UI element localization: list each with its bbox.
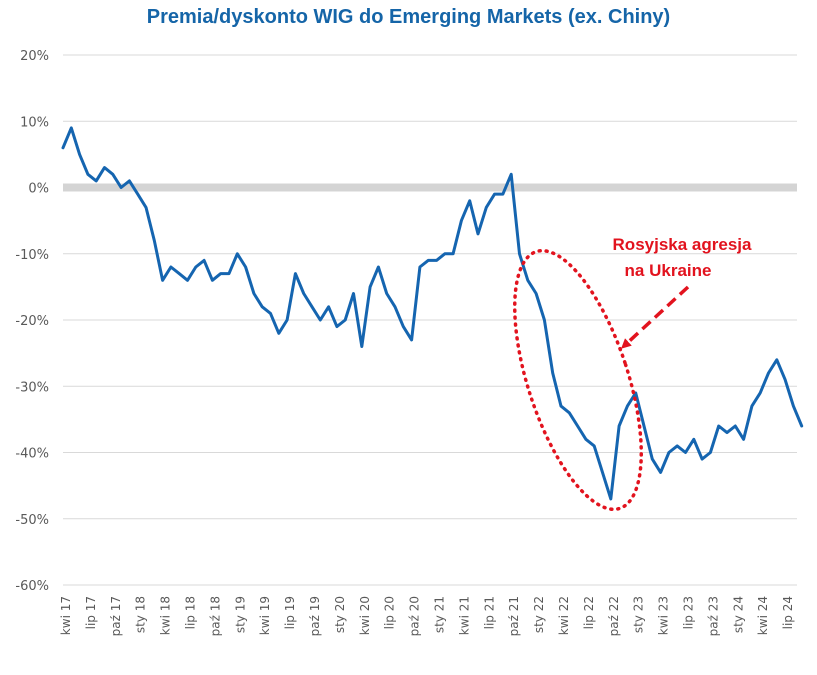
y-tick-label: -30% xyxy=(15,380,49,395)
y-tick-label: -10% xyxy=(15,248,49,263)
x-tick-label: kwi 23 xyxy=(657,596,671,635)
y-tick-label: -60% xyxy=(15,579,49,594)
x-tick-label: sty 18 xyxy=(134,596,148,633)
x-tick-label: lip 22 xyxy=(582,596,596,629)
gridlines xyxy=(63,54,797,586)
y-tick-label: 20% xyxy=(20,49,49,64)
x-tick-label: lip 18 xyxy=(184,596,198,629)
chart-title: Premia/dyskonto WIG do Emerging Markets … xyxy=(146,6,671,28)
x-tick-label: lip 17 xyxy=(84,596,98,629)
x-tick-label: paź 17 xyxy=(109,596,123,636)
y-tick-label: 10% xyxy=(20,115,49,130)
x-tick-label: kwi 24 xyxy=(756,596,770,635)
x-tick-label: lip 23 xyxy=(682,596,696,629)
x-tick-label: kwi 21 xyxy=(457,596,471,635)
annotation-layer: Rosyjska agresja na Ukraine xyxy=(512,235,752,512)
x-tick-label: kwi 19 xyxy=(258,596,272,635)
y-axis-ticks: 20% 10% 0% -10% -20% -30% -40% -50% -60% xyxy=(15,49,49,594)
y-tick-label: -40% xyxy=(15,447,49,462)
x-tick-label: paź 22 xyxy=(607,596,621,636)
series-line xyxy=(61,126,804,501)
x-tick-label: lip 24 xyxy=(781,596,795,629)
x-tick-label: lip 19 xyxy=(283,596,297,629)
annotation-text-line2: na Ukraine xyxy=(625,261,712,280)
x-tick-label: sty 23 xyxy=(632,596,646,633)
x-tick-label: paź 19 xyxy=(308,596,322,636)
x-tick-label: kwi 18 xyxy=(159,596,173,635)
annotation-arrow xyxy=(621,285,690,349)
series-layer xyxy=(61,126,804,501)
x-tick-label: sty 20 xyxy=(333,596,347,633)
zero-band-rect xyxy=(63,183,797,192)
x-tick-label: paź 20 xyxy=(408,596,422,636)
x-tick-label: paź 23 xyxy=(706,596,720,636)
annotation-ellipse xyxy=(512,248,644,512)
x-tick-label: sty 22 xyxy=(532,596,546,633)
x-tick-label: lip 21 xyxy=(482,596,496,629)
x-tick-label: lip 20 xyxy=(383,596,397,629)
annotation-text-line1: Rosyjska agresja xyxy=(613,235,752,254)
x-tick-label: kwi 17 xyxy=(59,596,73,635)
zero-band xyxy=(63,183,797,192)
x-tick-label: kwi 20 xyxy=(358,596,372,635)
x-axis-ticks: kwi 17 lip 17 paź 17 sty 18 kwi 18 lip 18 paź … xyxy=(59,596,795,636)
x-tick-label: kwi 22 xyxy=(557,596,571,635)
x-tick-label: sty 19 xyxy=(233,596,247,633)
x-tick-label: paź 21 xyxy=(507,596,521,636)
x-tick-label: sty 24 xyxy=(731,596,745,633)
x-tick-label: sty 21 xyxy=(433,596,447,633)
y-tick-label: 0% xyxy=(28,182,49,197)
y-tick-label: -50% xyxy=(15,513,49,528)
y-tick-label: -20% xyxy=(15,314,49,329)
x-tick-label: paź 18 xyxy=(208,596,222,636)
